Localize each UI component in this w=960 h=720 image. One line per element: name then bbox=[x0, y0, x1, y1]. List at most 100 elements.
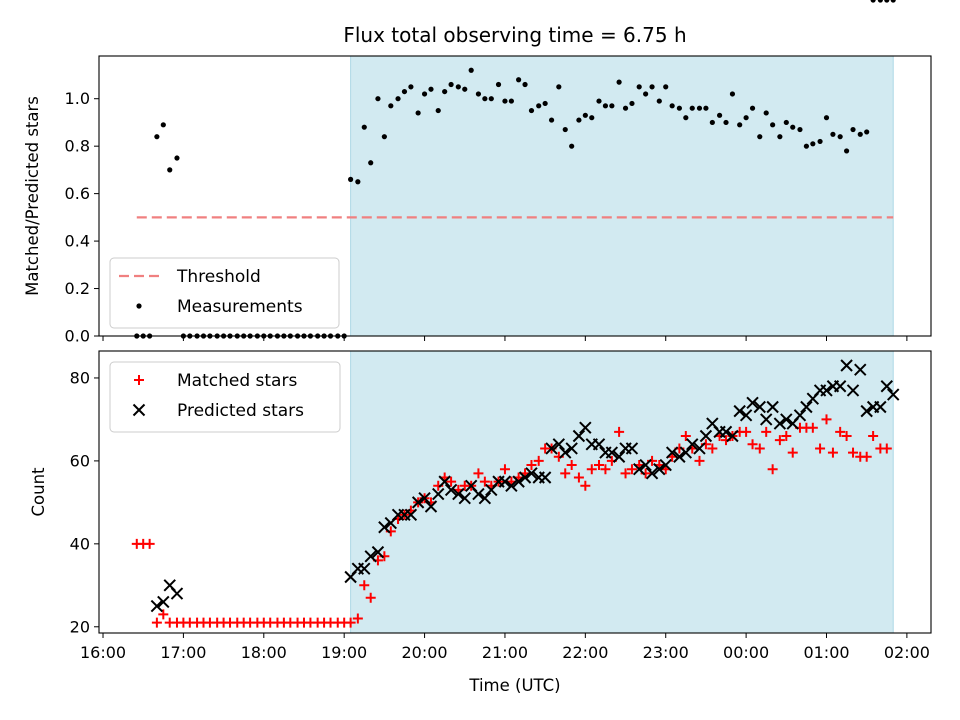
data-point bbox=[556, 84, 562, 90]
data-point bbox=[830, 131, 836, 137]
data-point bbox=[632, 462, 646, 476]
y-tick-label: 0.6 bbox=[65, 184, 90, 203]
data-point bbox=[763, 110, 769, 116]
data-point bbox=[415, 110, 421, 116]
data-point bbox=[569, 143, 575, 149]
data-point bbox=[773, 417, 787, 430]
data-point bbox=[579, 421, 592, 434]
data-point bbox=[559, 446, 572, 459]
data-point bbox=[636, 84, 642, 90]
data-point bbox=[703, 105, 709, 111]
data-point bbox=[793, 409, 807, 422]
data-point bbox=[388, 103, 394, 109]
y-tick-label: 20 bbox=[70, 617, 90, 636]
data-point bbox=[860, 404, 873, 418]
data-point bbox=[833, 380, 847, 393]
data-point bbox=[499, 464, 510, 475]
data-point bbox=[737, 122, 743, 128]
legend-x-swatch bbox=[132, 403, 146, 417]
data-point bbox=[345, 617, 356, 628]
data-point bbox=[612, 450, 626, 463]
data-point bbox=[810, 141, 816, 147]
data-point bbox=[371, 545, 385, 559]
x-tick-label: 21:00 bbox=[482, 643, 528, 662]
legend-plus-swatch bbox=[134, 375, 144, 385]
x-tick-label: 20:00 bbox=[402, 643, 448, 662]
data-point bbox=[880, 380, 893, 393]
data-point bbox=[719, 425, 733, 439]
data-point bbox=[653, 462, 666, 476]
data-point bbox=[821, 414, 832, 425]
data-point bbox=[505, 479, 518, 492]
data-point bbox=[432, 487, 445, 501]
data-point bbox=[495, 81, 502, 88]
data-point bbox=[438, 475, 451, 488]
data-point bbox=[870, 0, 876, 3]
data-point bbox=[639, 458, 652, 472]
data-point bbox=[411, 496, 425, 509]
data-point bbox=[777, 134, 783, 140]
y-axis-label: Count bbox=[29, 467, 48, 517]
data-point bbox=[723, 119, 729, 126]
data-point bbox=[462, 86, 468, 92]
data-point bbox=[174, 155, 180, 161]
data-point bbox=[592, 438, 606, 451]
data-point bbox=[645, 467, 659, 480]
y-axis-label: Matched/Predicted stars bbox=[23, 96, 42, 296]
data-point bbox=[446, 476, 457, 487]
data-point bbox=[699, 429, 713, 443]
observing-span bbox=[350, 55, 894, 337]
legend-label: Threshold bbox=[176, 267, 261, 287]
data-point bbox=[536, 103, 542, 109]
data-point bbox=[452, 487, 465, 501]
data-point bbox=[361, 124, 367, 130]
data-point bbox=[761, 426, 772, 437]
data-point bbox=[348, 176, 354, 182]
data-point bbox=[843, 148, 850, 154]
data-point bbox=[516, 77, 522, 83]
data-point bbox=[586, 464, 597, 475]
data-point bbox=[840, 359, 853, 372]
data-point bbox=[783, 119, 789, 126]
data-point bbox=[874, 400, 887, 414]
x-tick-label: 23:00 bbox=[643, 643, 689, 662]
x-tick-label: 01:00 bbox=[803, 643, 849, 662]
data-point bbox=[144, 538, 155, 549]
data-point bbox=[479, 476, 490, 487]
data-point bbox=[797, 126, 803, 133]
data-point bbox=[560, 468, 571, 479]
y-tick-label: 0.8 bbox=[65, 137, 90, 156]
data-point bbox=[596, 98, 602, 104]
data-point bbox=[868, 431, 879, 442]
data-point bbox=[478, 492, 492, 505]
data-point bbox=[787, 447, 798, 458]
data-point bbox=[435, 107, 441, 114]
data-point bbox=[837, 134, 843, 140]
data-point bbox=[404, 508, 418, 522]
data-point bbox=[850, 126, 856, 133]
data-point bbox=[887, 388, 900, 401]
data-point bbox=[154, 134, 160, 140]
data-point bbox=[552, 438, 566, 451]
axes-frame bbox=[98, 55, 932, 337]
data-point bbox=[707, 443, 718, 454]
data-point bbox=[502, 98, 508, 104]
data-point bbox=[757, 134, 763, 140]
data-point bbox=[815, 443, 826, 454]
data-point bbox=[542, 100, 548, 107]
ratio-panel: 0.0 0.2 0.4 0.6 0.8 1.0 Matched/Predicted star… bbox=[23, 0, 932, 346]
data-point bbox=[378, 521, 391, 534]
data-point bbox=[693, 442, 706, 455]
data-point bbox=[442, 88, 448, 95]
data-point bbox=[643, 91, 649, 97]
data-point bbox=[565, 442, 578, 455]
data-point bbox=[352, 613, 363, 624]
data-point bbox=[827, 447, 838, 458]
data-point bbox=[841, 431, 852, 442]
data-point bbox=[522, 81, 528, 88]
data-point bbox=[749, 105, 756, 111]
data-point bbox=[594, 460, 605, 471]
data-point bbox=[475, 91, 482, 97]
data-point bbox=[498, 475, 512, 488]
